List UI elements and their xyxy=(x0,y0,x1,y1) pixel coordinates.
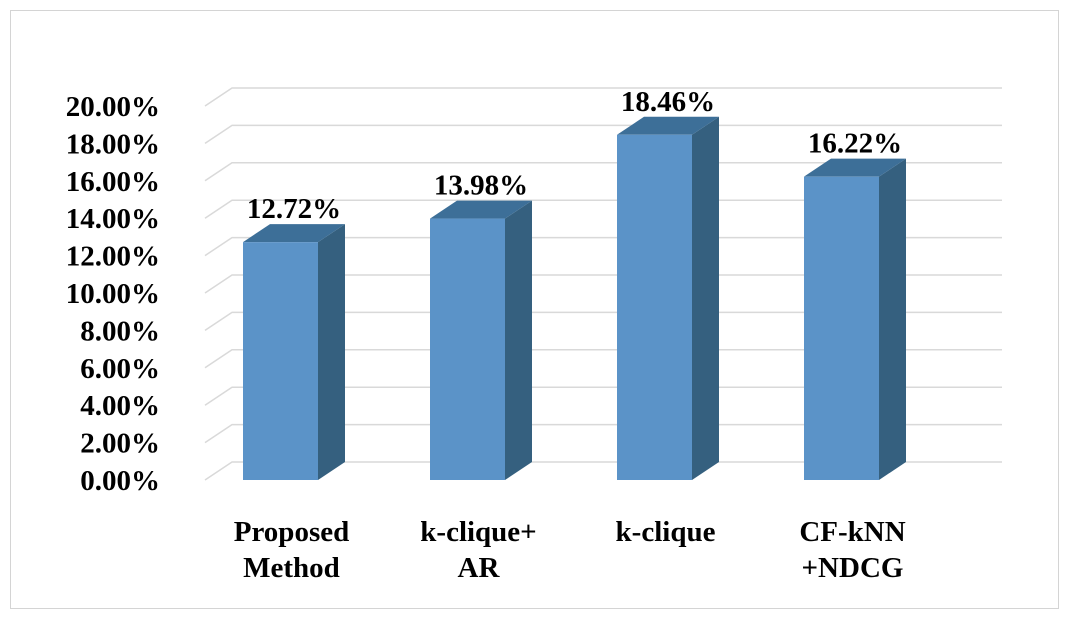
category-label: Proposed Method xyxy=(234,516,349,584)
y-tick-label: 16.00% xyxy=(66,166,160,198)
bar-top xyxy=(617,116,719,135)
bar-top xyxy=(804,158,906,177)
gridline xyxy=(204,274,1002,294)
y-tick-label: 14.00% xyxy=(66,203,160,235)
x-axis-categories: Proposed Method k-clique+ AR k-clique CF-kNN +… xyxy=(234,516,906,584)
y-tick-label: 10.00% xyxy=(66,278,160,310)
y-tick-label: 18.00% xyxy=(66,128,160,160)
gridline xyxy=(204,386,1002,406)
category-label: k-clique+ AR xyxy=(420,516,536,584)
bar-side xyxy=(505,200,532,480)
bar xyxy=(804,158,906,480)
category-label: CF-kNN +NDCG xyxy=(799,516,905,584)
bar xyxy=(430,200,532,480)
bar-side xyxy=(879,158,906,480)
category-label: k-clique xyxy=(616,516,716,548)
gridline xyxy=(204,199,1002,219)
y-tick-label: 12.00% xyxy=(66,241,160,273)
y-tick-label: 8.00% xyxy=(80,315,160,347)
bar xyxy=(617,116,719,480)
data-label: 16.22% xyxy=(808,128,902,160)
bar xyxy=(243,224,345,480)
gridline xyxy=(204,461,1002,481)
bar-front xyxy=(430,218,505,480)
y-tick-label: 20.00% xyxy=(66,91,160,123)
data-labels: 12.72% 13.98% 18.46% 16.22% xyxy=(247,86,902,225)
bar-top xyxy=(430,200,532,219)
data-label: 18.46% xyxy=(621,86,715,118)
y-tick-label: 6.00% xyxy=(80,353,160,385)
gridline xyxy=(204,423,1002,444)
bar-front xyxy=(617,134,692,480)
bar-top xyxy=(243,224,345,243)
data-label: 13.98% xyxy=(434,170,528,202)
gridline xyxy=(204,162,1002,182)
bars xyxy=(243,116,906,480)
gridlines xyxy=(204,87,1002,481)
bar-side xyxy=(692,116,719,480)
gridline xyxy=(204,236,1002,257)
y-tick-label: 4.00% xyxy=(80,390,160,422)
bar-front xyxy=(804,176,879,480)
gridline xyxy=(204,124,1002,145)
data-label: 12.72% xyxy=(247,193,341,225)
y-axis-ticks: 0.00% 2.00% 4.00% 6.00% 8.00% 10.00% 12.00% 14.… xyxy=(66,91,160,497)
bar-side xyxy=(318,224,345,480)
gridline xyxy=(204,311,1002,332)
y-tick-label: 0.00% xyxy=(80,465,160,497)
gridline xyxy=(204,349,1002,369)
bar-front xyxy=(243,242,318,480)
y-tick-label: 2.00% xyxy=(80,428,160,460)
gridline xyxy=(204,87,1002,107)
